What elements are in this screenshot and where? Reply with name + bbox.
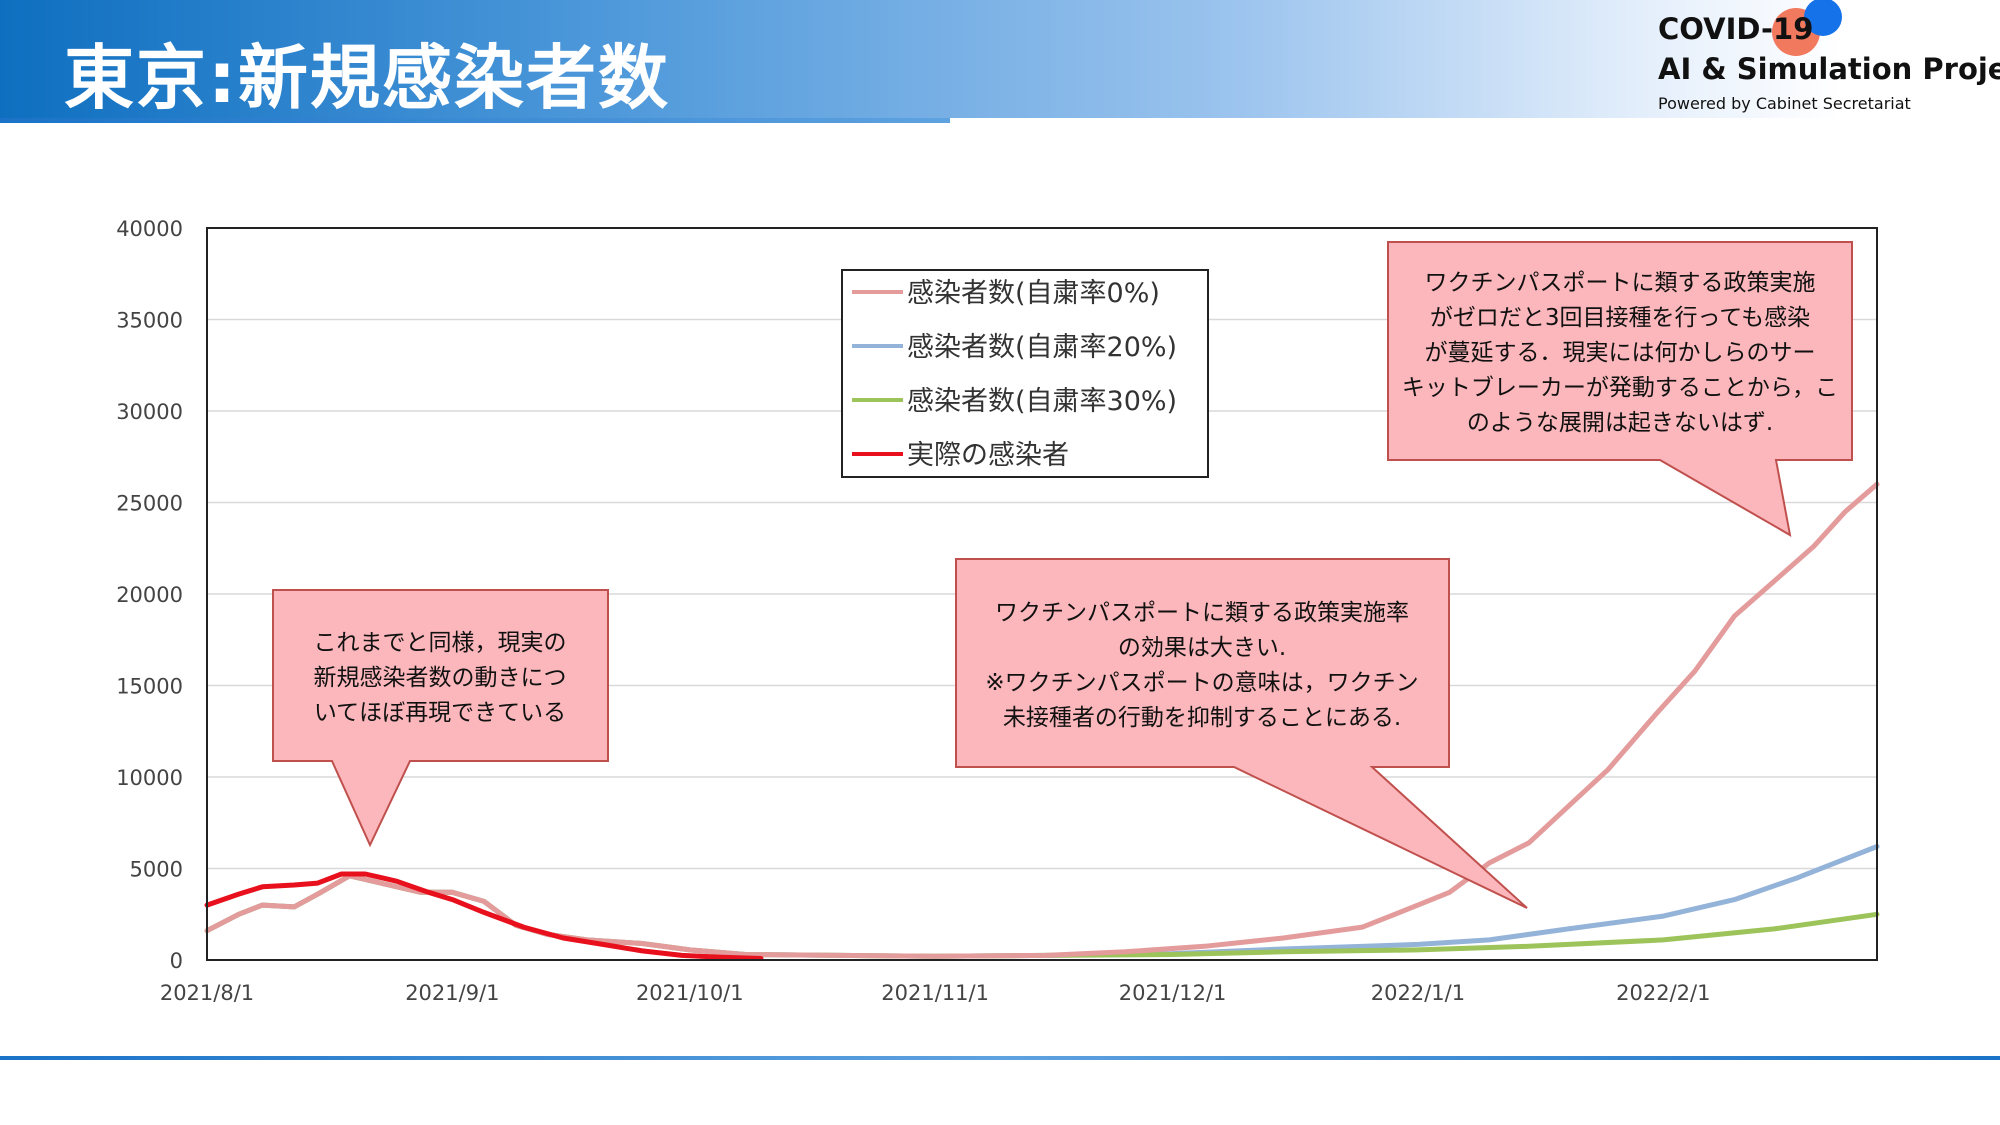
callout-3-shape	[1387, 241, 1853, 537]
x-tick-label: 2021/10/1	[636, 981, 744, 1005]
x-tick-label: 2021/8/1	[160, 981, 254, 1005]
legend-label-0pct: 感染者数(自粛率0%)	[907, 278, 1160, 309]
callout-3-line-2: がゼロだと3回目接種を行っても感染	[1430, 305, 1810, 331]
logo-subtitle: AI & Simulation Project	[1658, 52, 2000, 86]
callout-2-line-1: ワクチンパスポートに類する政策実施率	[995, 600, 1409, 626]
y-axis-ticks: 0 5000 10000 15000 20000 25000 30000 35000 40000	[116, 217, 183, 973]
callout-3-line-1: ワクチンパスポートに類する政策実施	[1425, 270, 1816, 296]
header-underline	[0, 118, 950, 123]
y-tick-label: 35000	[116, 309, 183, 333]
plot-border	[206, 227, 1878, 961]
legend: 感染者数(自粛率0%) 感染者数(自粛率20%) 感染者数(自粛率30%) 実際…	[841, 269, 1209, 478]
logo-title: COVID-19	[1658, 12, 1814, 46]
y-tick-label: 0	[170, 949, 183, 973]
callout-1-line-1: これまでと同様，現実の	[314, 630, 567, 656]
x-tick-label: 2022/2/1	[1616, 981, 1710, 1005]
y-tick-label: 25000	[116, 492, 183, 516]
callout-zero-policy: ワクチンパスポートに類する政策実施 がゼロだと3回目接種を行っても感染 が蔓延す…	[1387, 241, 1853, 537]
y-tick-label: 30000	[116, 400, 183, 424]
x-tick-label: 2021/12/1	[1119, 981, 1227, 1005]
x-tick-label: 2022/1/1	[1371, 981, 1465, 1005]
callout-3-line-5: のような展開は起きないはず.	[1467, 410, 1773, 436]
logo-credit: Powered by Cabinet Secretariat	[1658, 94, 1911, 113]
x-tick-label: 2021/9/1	[405, 981, 499, 1005]
y-tick-label: 5000	[130, 858, 183, 882]
callout-1-line-2: 新規感染者数の動きにつ	[314, 665, 567, 691]
footer-line	[0, 1056, 2000, 1060]
legend-box	[841, 269, 1209, 478]
y-tick-label: 15000	[116, 675, 183, 699]
legend-label-20pct: 感染者数(自粛率20%)	[907, 332, 1177, 363]
callout-1-shape	[272, 589, 609, 848]
series-lines	[204, 481, 1880, 961]
x-axis-ticks: 2021/8/1 2021/9/1 2021/10/1 2021/11/1 2021/1…	[160, 981, 1711, 1005]
y-tick-label: 20000	[116, 583, 183, 607]
callout-1-line-3: いてほぼ再現できている	[314, 700, 566, 726]
logo-blue-circle-icon	[1804, 0, 1842, 36]
callout-reproduction: これまでと同様，現実の 新規感染者数の動きにつ いてほぼ再現できている	[272, 589, 609, 848]
callout-2-shape	[955, 558, 1528, 909]
legend-label-actual: 実際の感染者	[907, 440, 1069, 471]
callout-policy-effect: ワクチンパスポートに類する政策実施率 の効果は大きい. ※ワクチンパスポートの意…	[955, 558, 1528, 909]
legend-label-30pct: 感染者数(自粛率30%)	[907, 386, 1177, 417]
x-tick-label: 2021/11/1	[881, 981, 989, 1005]
y-tick-label: 40000	[116, 217, 183, 241]
callout-3-line-4: キットブレーカーが発動することから，こ	[1402, 375, 1838, 401]
y-tick-label: 10000	[116, 766, 183, 790]
series-line-actual	[204, 871, 764, 961]
callout-2-line-4: 未接種者の行動を抑制することにある.	[1003, 705, 1401, 731]
series-line-0pct	[204, 481, 1880, 959]
page-title: 東京:新規感染者数	[64, 37, 670, 119]
header-band	[0, 0, 2000, 118]
project-logo: COVID-19 AI & Simulation Project Powered…	[1652, 0, 2000, 120]
callout-3-line-3: が蔓延する．現実には何かしらのサー	[1425, 340, 1816, 366]
callout-2-line-3: ※ワクチンパスポートの意味は，ワクチン	[985, 670, 1418, 696]
callout-2-line-2: の効果は大きい.	[1118, 635, 1286, 661]
